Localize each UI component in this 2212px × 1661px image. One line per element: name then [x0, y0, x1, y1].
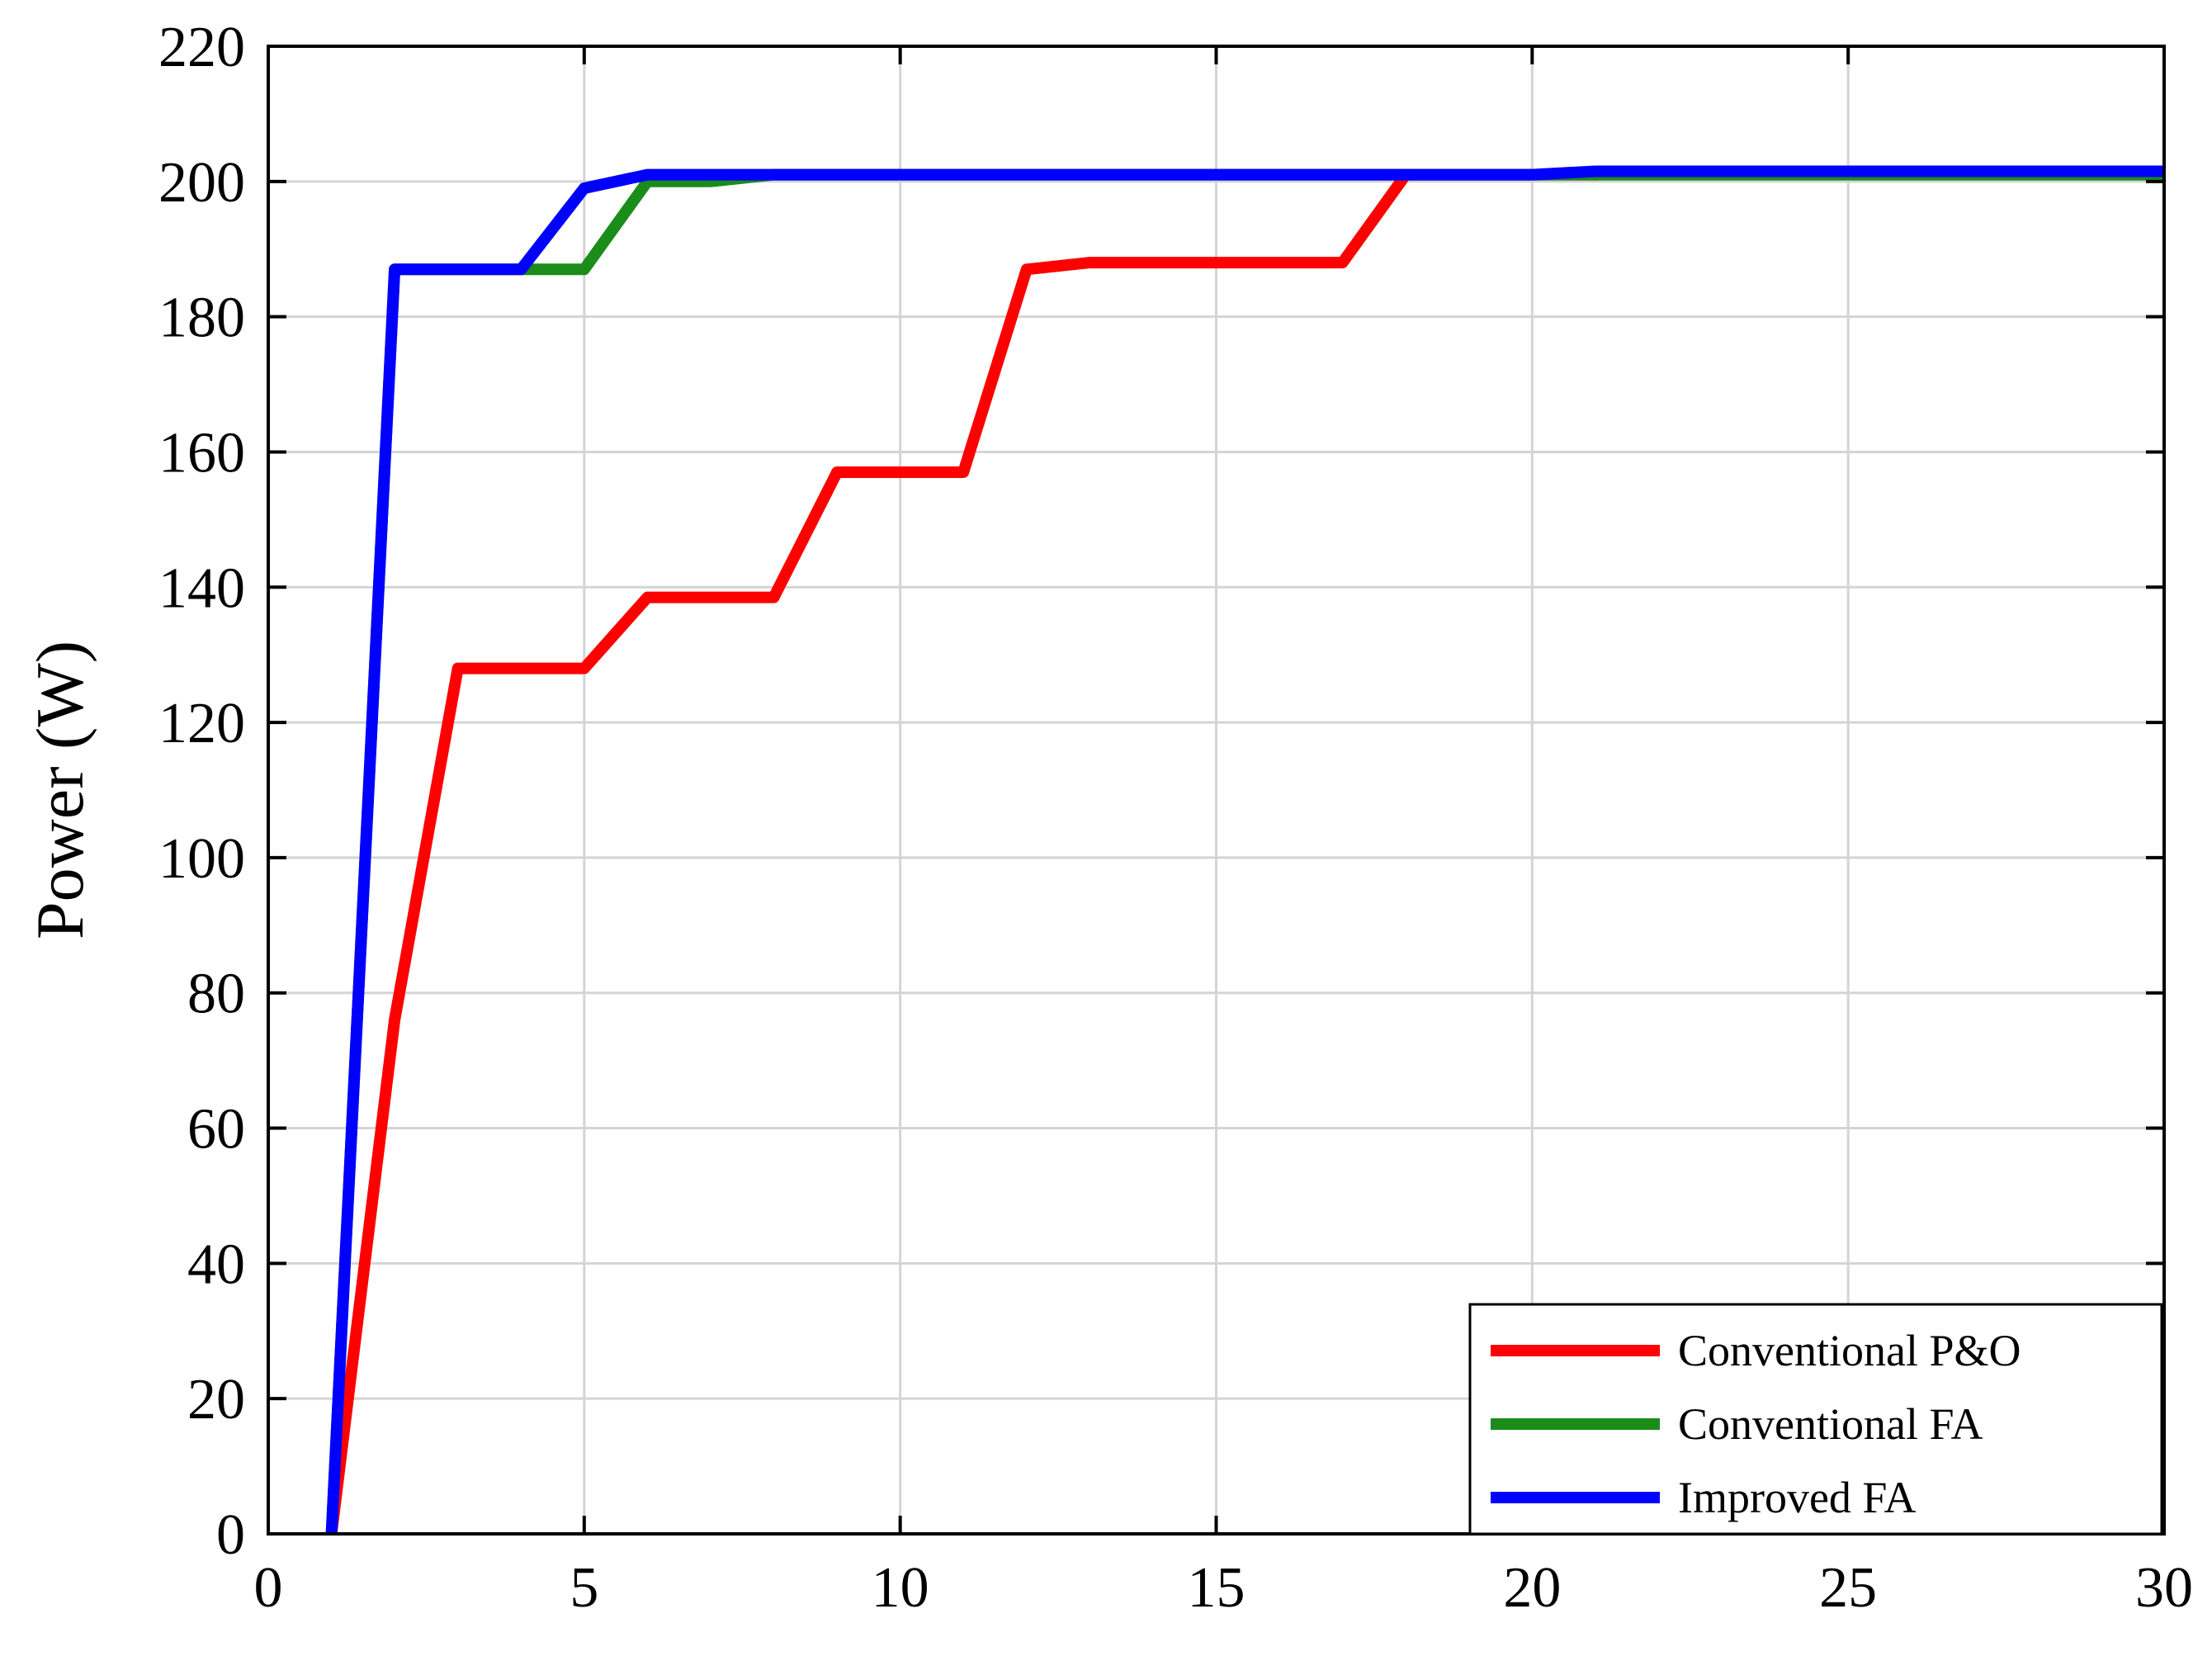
y-tick-label: 200 [158, 151, 245, 215]
legend-label-2: Improved FA [1678, 1473, 1916, 1522]
y-tick-label: 0 [216, 1503, 245, 1567]
x-tick-label: 20 [1503, 1556, 1561, 1620]
y-tick-labels: 0 20 40 60 80 100 120 140 160 180 200 220 [158, 16, 245, 1567]
legend: Conventional P&O Conventional FA Improved … [1468, 1303, 2163, 1536]
y-tick-label: 60 [187, 1098, 245, 1162]
grid-lines [268, 46, 2164, 1534]
y-tick-label: 40 [187, 1233, 245, 1296]
y-tick-label: 120 [158, 692, 245, 755]
axis-ticks [267, 45, 2166, 1536]
x-tick-label: 10 [872, 1556, 929, 1620]
y-tick-label: 140 [158, 556, 245, 620]
y-tick-label: 180 [158, 286, 245, 350]
x-tick-label: 5 [570, 1556, 598, 1620]
legend-label-1: Conventional FA [1678, 1399, 1983, 1449]
x-tick-label: 30 [2135, 1556, 2193, 1620]
legend-label-0: Conventional P&O [1678, 1326, 2021, 1375]
y-tick-label: 160 [158, 421, 245, 485]
x-tick-labels: 0 5 10 15 20 25 30 [254, 1556, 2194, 1620]
x-tick-label: 25 [1819, 1556, 1877, 1620]
x-tick-label: 15 [1188, 1556, 1245, 1620]
y-tick-label: 80 [187, 963, 245, 1026]
x-tick-label: 0 [254, 1556, 283, 1620]
series-lines [325, 165, 2164, 1535]
y-axis-label: Power (W) [22, 641, 97, 939]
y-tick-label: 100 [158, 827, 245, 891]
y-tick-label: 20 [187, 1368, 245, 1431]
series-line-2 [325, 165, 2164, 1535]
y-tick-label: 220 [158, 16, 245, 79]
